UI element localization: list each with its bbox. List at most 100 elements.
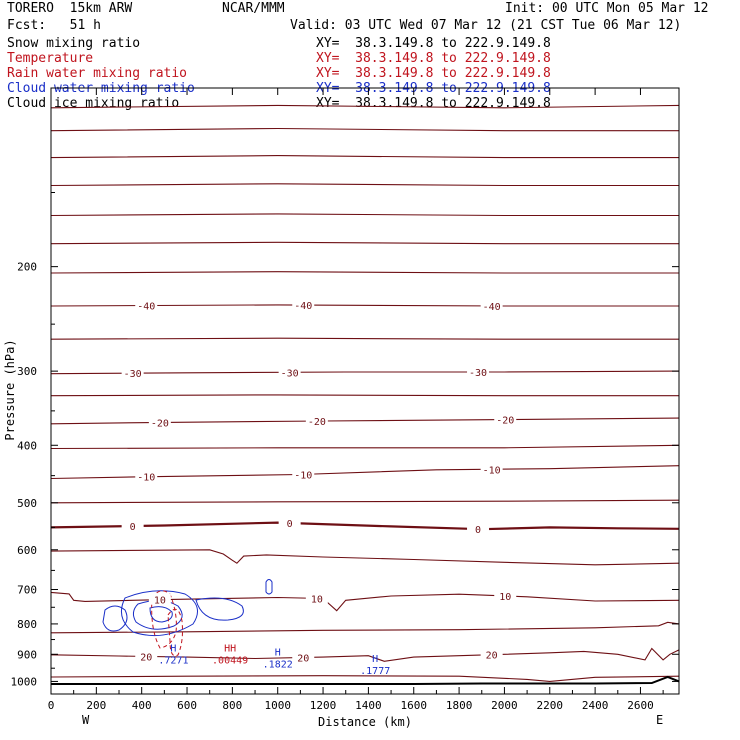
legend-rain-label: Rain water mixing ratio [7,66,188,81]
isotherm-label: -10 [483,465,501,476]
x-tick-label: 800 [222,699,242,712]
isotherm-label: -30 [281,368,299,379]
y-tick-label: 300 [17,365,37,378]
isotherm-label-bg [121,519,144,531]
x-tick-label: 1000 [264,699,291,712]
cloud-water-contour [120,590,198,637]
isotherm-label: -10 [137,473,155,484]
isotherm-label-bg [467,365,490,377]
isotherm-label-bg [292,651,315,663]
isotherm-label: 10 [499,592,511,603]
x-tick-label: 2600 [627,699,654,712]
isotherm-contours [50,104,680,682]
isotherm-line [50,370,680,375]
legend-rain-xy: XY= 38.3.149.8 to 222.9.149.8 [316,66,551,81]
terrain-surface [51,675,680,685]
x-tick-label: 1600 [400,699,427,712]
isotherm-line [50,621,680,634]
maximum-value: .1777 [360,666,390,677]
maximum-value: .00449 [212,655,248,666]
isotherm-label: 20 [140,652,152,663]
x-tick-label: 2000 [491,699,518,712]
x-axis-title: Distance (km) [318,715,412,729]
x-tick-label: 2200 [537,699,564,712]
isotherm-label: -20 [151,418,169,429]
isotherm-label-bg [278,366,301,378]
x-tick-label: 1400 [355,699,382,712]
cloud-water-contour [102,605,128,632]
isotherm-label: -40 [483,302,501,313]
model-title: TORERO 15km ARW [7,1,133,16]
isotherm-label-bg [121,367,144,379]
x-tick-label: 1800 [446,699,473,712]
isotherm-label: -10 [294,470,312,481]
terrain-line [51,675,680,685]
y-axis-title: Pressure (hPa) [3,339,17,440]
y-tick-label: 1000 [11,675,38,688]
isotherm-label-bg [292,468,315,480]
isotherm-label-bg [148,593,171,605]
x-tick-label: 0 [48,699,55,712]
isotherm-label-bg [305,415,328,427]
center-title: NCAR/MMM [222,1,285,16]
isotherm-line [50,521,680,531]
isotherm-label: -40 [294,301,312,312]
init-time: Init: 00 UTC Mon 05 Mar 12 [505,1,709,16]
isotherm-line [50,271,679,274]
isotherm-label: 10 [311,594,323,605]
isotherm-line [50,183,679,187]
legend-temperature-label: Temperature [7,51,94,66]
y-tick-label: 400 [17,439,37,452]
legend-snow-label: Snow mixing ratio [7,36,141,51]
cloud-water-contour [149,606,173,623]
isotherm-label: 10 [154,596,166,607]
isotherm-line [50,213,679,217]
isotherm-line [50,465,680,480]
isotherm-label-bg [292,299,315,311]
isotherm-label-bg [480,648,503,660]
isotherm-line [50,549,680,566]
isotherm-line [50,444,680,450]
isotherm-label-bg [135,650,158,662]
isotherm-label: -30 [124,369,142,380]
isotherm-label: -20 [496,416,514,427]
x-tick-label: 2400 [582,699,609,712]
isotherm-label-bg [135,299,158,311]
isotherm-line [50,127,679,132]
maximum-marker: H [275,648,281,659]
x-tick-label: 600 [177,699,197,712]
maximum-marker: HH [224,643,236,654]
cloud-water-contour [265,579,273,595]
legend-snow-xy: XY= 38.3.149.8 to 222.9.149.8 [316,36,551,51]
y-tick-label: 200 [17,261,37,274]
isotherm-label: -20 [308,417,326,428]
y-tick-label: 600 [17,544,37,557]
isotherm-label-bg [480,299,503,311]
isotherm-line [50,675,680,682]
isotherm-line [50,241,679,245]
maximum-value: .7271 [158,655,188,666]
isotherm-line [50,394,679,397]
isotherm-label-bg [305,592,328,604]
x-tick-label: 200 [86,699,106,712]
cloud-contours [102,579,273,657]
y-tick-label: 500 [17,497,37,510]
isotherm-label-bg [467,523,490,535]
maximum-marker: H [170,643,176,654]
plot-frame [50,87,680,695]
x-tick-label: 1200 [310,699,337,712]
isotherm-line [50,337,679,340]
maximum-value: .1822 [263,660,293,671]
isotherm-label-bg [494,589,517,601]
isotherm-label-bg [494,413,517,425]
isotherm-label: 0 [475,525,481,536]
forecast-hour: Fcst: 51 h [7,18,101,33]
isotherm-label: 20 [486,651,498,662]
isotherm-label-bg [148,416,171,428]
legend-temperature-xy: XY= 38.3.149.8 to 222.9.149.8 [316,51,551,66]
isotherm-label: 20 [297,654,309,665]
rain-water-contour [167,608,183,657]
rain-water-contour [151,590,177,649]
